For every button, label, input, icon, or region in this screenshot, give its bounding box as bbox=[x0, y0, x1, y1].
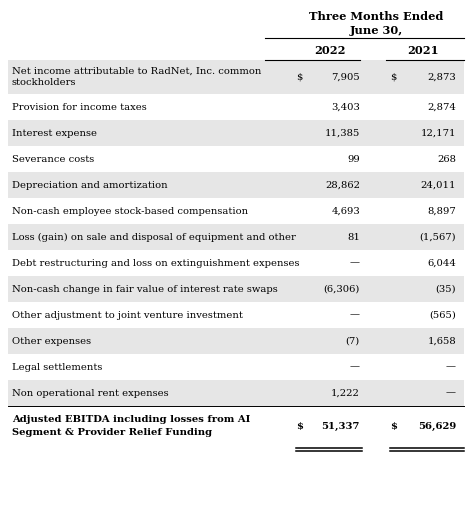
Text: Net income attributable to RadNet, Inc. common: Net income attributable to RadNet, Inc. … bbox=[12, 67, 261, 76]
Text: 2,873: 2,873 bbox=[427, 72, 456, 82]
Text: (7): (7) bbox=[346, 336, 360, 345]
Text: —: — bbox=[350, 363, 360, 372]
Bar bbox=[8, 120, 464, 146]
Text: (565): (565) bbox=[429, 311, 456, 320]
Text: 56,629: 56,629 bbox=[418, 421, 456, 431]
Bar bbox=[8, 380, 464, 406]
Text: 6,044: 6,044 bbox=[427, 258, 456, 267]
Text: 2021: 2021 bbox=[407, 45, 439, 56]
Text: —: — bbox=[350, 258, 360, 267]
Text: 3,403: 3,403 bbox=[331, 103, 360, 112]
Text: 81: 81 bbox=[347, 233, 360, 242]
Text: Three Months Ended: Three Months Ended bbox=[309, 10, 444, 21]
Text: 8,897: 8,897 bbox=[427, 206, 456, 215]
Text: Segment & Provider Relief Funding: Segment & Provider Relief Funding bbox=[12, 428, 212, 437]
Bar bbox=[8, 60, 464, 94]
Bar bbox=[8, 172, 464, 198]
Text: Other expenses: Other expenses bbox=[12, 336, 91, 345]
Text: Non operational rent expenses: Non operational rent expenses bbox=[12, 388, 169, 398]
Text: Interest expense: Interest expense bbox=[12, 128, 97, 137]
Text: 99: 99 bbox=[347, 155, 360, 163]
Text: Depreciation and amortization: Depreciation and amortization bbox=[12, 180, 168, 190]
Text: Non-cash employee stock-based compensation: Non-cash employee stock-based compensati… bbox=[12, 206, 248, 215]
Text: —: — bbox=[446, 363, 456, 372]
Text: 2022: 2022 bbox=[314, 45, 346, 56]
Bar bbox=[8, 276, 464, 302]
Text: Provision for income taxes: Provision for income taxes bbox=[12, 103, 147, 112]
Text: Severance costs: Severance costs bbox=[12, 155, 94, 163]
Text: (1,567): (1,567) bbox=[420, 233, 456, 242]
Text: $: $ bbox=[390, 421, 397, 431]
Text: (35): (35) bbox=[435, 285, 456, 293]
Text: 28,862: 28,862 bbox=[325, 180, 360, 190]
Text: $: $ bbox=[296, 72, 303, 82]
Text: 51,337: 51,337 bbox=[321, 421, 360, 431]
Text: Debt restructuring and loss on extinguishment expenses: Debt restructuring and loss on extinguis… bbox=[12, 258, 300, 267]
Text: (6,306): (6,306) bbox=[324, 285, 360, 293]
Text: 4,693: 4,693 bbox=[331, 206, 360, 215]
Text: 24,011: 24,011 bbox=[421, 180, 456, 190]
Text: $: $ bbox=[296, 421, 303, 431]
Text: Non-cash change in fair value of interest rate swaps: Non-cash change in fair value of interes… bbox=[12, 285, 278, 293]
Text: 12,171: 12,171 bbox=[421, 128, 456, 137]
Text: 11,385: 11,385 bbox=[325, 128, 360, 137]
Text: $: $ bbox=[390, 72, 396, 82]
Text: —: — bbox=[446, 388, 456, 398]
Text: —: — bbox=[350, 311, 360, 320]
Text: 2,874: 2,874 bbox=[427, 103, 456, 112]
Text: June 30,: June 30, bbox=[350, 25, 403, 36]
Text: stockholders: stockholders bbox=[12, 78, 76, 87]
Text: 1,222: 1,222 bbox=[331, 388, 360, 398]
Text: Other adjustment to joint venture investment: Other adjustment to joint venture invest… bbox=[12, 311, 243, 320]
Text: 268: 268 bbox=[437, 155, 456, 163]
Text: 1,658: 1,658 bbox=[427, 336, 456, 345]
Bar bbox=[8, 328, 464, 354]
Text: Adjusted EBITDA including losses from AI: Adjusted EBITDA including losses from AI bbox=[12, 415, 250, 424]
Text: Legal settlements: Legal settlements bbox=[12, 363, 102, 372]
Text: 7,905: 7,905 bbox=[331, 72, 360, 82]
Bar bbox=[8, 224, 464, 250]
Text: Loss (gain) on sale and disposal of equipment and other: Loss (gain) on sale and disposal of equi… bbox=[12, 233, 296, 242]
